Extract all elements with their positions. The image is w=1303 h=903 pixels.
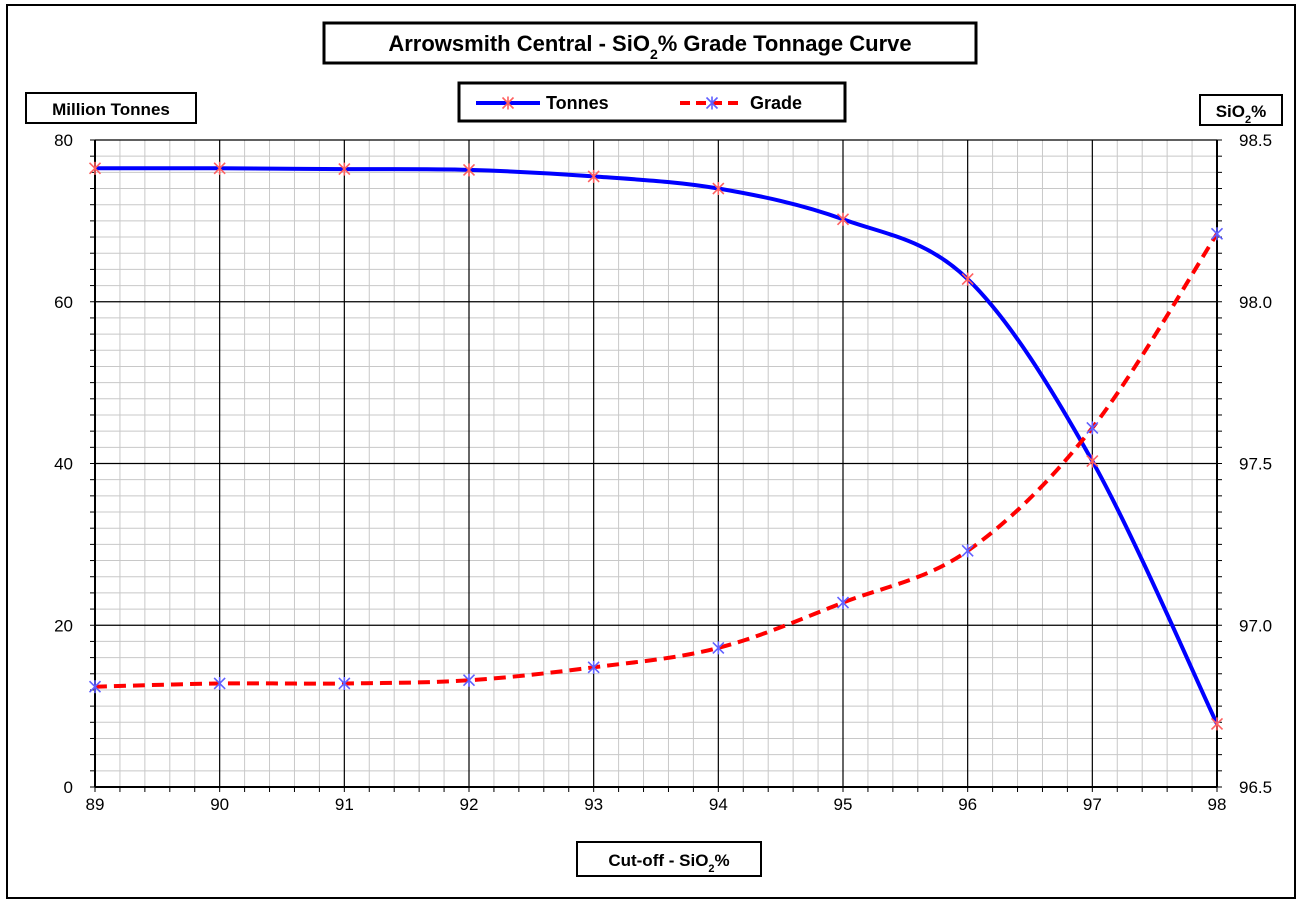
tonnes-point <box>836 212 850 226</box>
y2-tick-label: 97.5 <box>1239 455 1272 474</box>
y2-axis-title: SiO2% <box>1216 102 1267 126</box>
x-tick-label: 89 <box>86 795 105 814</box>
series-grade-line <box>94 232 1219 689</box>
y2-axis-title-box: SiO2% <box>1199 94 1283 126</box>
grade-point <box>213 676 226 690</box>
x-tick-label: 90 <box>210 795 229 814</box>
legend-tonnes-marker <box>501 96 515 110</box>
y-tick-label: 20 <box>54 616 73 635</box>
grade-point <box>88 680 102 694</box>
y-tick-label: 80 <box>54 131 73 150</box>
x-tick-label: 96 <box>958 795 977 814</box>
tonnes-point <box>1086 454 1099 468</box>
legend-tonnes-x <box>501 96 515 110</box>
x-tick-label: 97 <box>1083 795 1102 814</box>
legend-grade-label: Grade <box>750 93 802 113</box>
legend: Tonnes Grade <box>457 81 847 123</box>
tonnes-point <box>88 161 102 175</box>
series-tonnes <box>88 161 1224 731</box>
chart-title: Arrowsmith Central - SiO2% Grade Tonnage… <box>388 31 911 62</box>
x-tick-label: 93 <box>584 795 603 814</box>
tonnes-point <box>712 182 725 196</box>
grade-point <box>338 676 351 690</box>
grade-point <box>836 596 850 610</box>
y2-tick-label: 98.0 <box>1239 293 1272 312</box>
y-axis-title-box: Million Tonnes <box>25 92 197 124</box>
grade-point <box>587 660 600 674</box>
tonnes-point <box>462 163 476 177</box>
y2-tick-label: 96.5 <box>1239 778 1272 797</box>
grade-point <box>1086 421 1099 435</box>
chart-title-box: Arrowsmith Central - SiO2% Grade Tonnage… <box>322 21 978 65</box>
plot-area: 89 90 91 92 93 94 95 96 97 98 0 20 40 60 80 96.5 97.0 97.… <box>54 131 1272 814</box>
y-tick-label: 0 <box>64 778 73 797</box>
grade-point <box>1210 227 1224 241</box>
legend-grade-marker <box>705 96 719 110</box>
tonnes-point <box>1210 717 1224 731</box>
tonnes-point <box>338 162 351 176</box>
series-grade <box>88 227 1224 694</box>
y2-tick-label: 97.0 <box>1239 616 1272 635</box>
y-tick-label: 40 <box>54 455 73 474</box>
series-tonnes-line <box>94 166 1219 725</box>
grade-point <box>712 641 725 655</box>
tonnes-point <box>587 169 600 183</box>
tonnes-point <box>961 272 974 286</box>
x-tick-label: 98 <box>1208 795 1227 814</box>
x-tick-label: 91 <box>335 795 354 814</box>
y-axis-title: Million Tonnes <box>52 100 170 119</box>
y-tick-label: 60 <box>54 293 73 312</box>
grade-point <box>961 544 974 558</box>
x-tick-label: 92 <box>460 795 479 814</box>
chart-frame <box>6 4 1296 899</box>
x-tick-label: 95 <box>834 795 853 814</box>
x-axis-title: Cut-off - SiO2% <box>608 851 729 875</box>
y2-tick-label: 98.5 <box>1239 131 1272 150</box>
legend-grade-x <box>705 96 719 110</box>
x-tick-label: 94 <box>709 795 728 814</box>
tonnes-point <box>213 161 226 175</box>
legend-tonnes-label: Tonnes <box>546 93 609 113</box>
x-axis-title-box: Cut-off - SiO2% <box>576 841 762 877</box>
grade-point <box>462 673 476 687</box>
